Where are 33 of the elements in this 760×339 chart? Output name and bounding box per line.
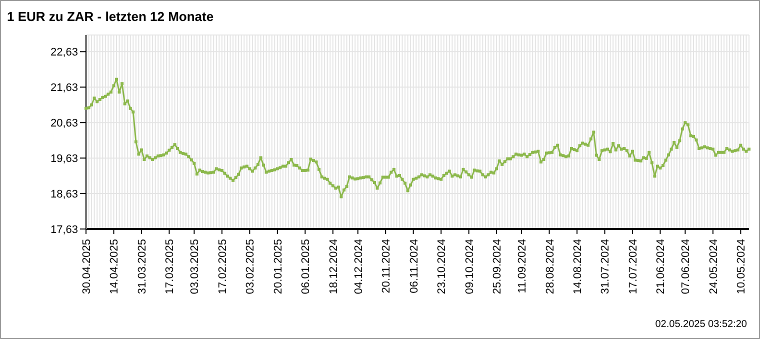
x-tick-label: 17.03.2025 [164,239,176,294]
y-tick-label: 18,63 [50,188,78,200]
x-tick-label: 14.04.2025 [108,239,121,294]
x-tick-label: 17.07.2024 [627,239,640,294]
x-tick-label: 25.09.2024 [492,239,504,294]
x-tick-label: 20.01.2025 [272,239,284,294]
x-tick-label: 30.04.2025 [81,239,93,294]
y-tick-label: 17,63 [50,224,78,236]
x-tick-label: 03.03.2025 [189,239,202,294]
x-tick-label: 14.08.2024 [572,239,584,294]
x-tick-label: 06.01.2025 [300,239,312,294]
y-tick-label: 22,63 [50,46,78,59]
x-tick-label: 17.02.2025 [216,239,229,294]
x-tick-label: 06.11.2024 [408,239,420,294]
x-tick-label: 20.11.2024 [380,239,393,294]
x-tick-label: 07.06.2024 [680,239,692,294]
x-tick-label: 18.12.2024 [328,239,340,294]
x-tick-label: 03.02.2025 [244,239,257,294]
x-tick-label: 31.03.2025 [136,239,148,294]
x-tick-label: 09.10.2024 [464,239,476,294]
x-tick-label: 31.07.2024 [600,239,612,294]
y-tick-label: 21,63 [50,82,78,94]
y-tick-label: 20,63 [50,118,78,130]
x-tick-label: 28.08.2024 [544,239,556,294]
x-tick-label: 04.12.2024 [352,239,365,294]
y-tick-label: 19,63 [50,152,78,165]
x-tick-label: 21.06.2024 [655,239,668,294]
chart-title: 1 EUR zu ZAR - letzten 12 Monate [7,9,214,24]
x-tick-label: 10.05.2024 [736,239,748,294]
text: 02.05.2025 03:52:20 [655,319,747,330]
x-tick-label: 24.05.2024 [708,239,720,294]
x-tick-label: 11.09.2024 [516,239,529,294]
x-tick-label: 23.10.2024 [436,239,448,294]
